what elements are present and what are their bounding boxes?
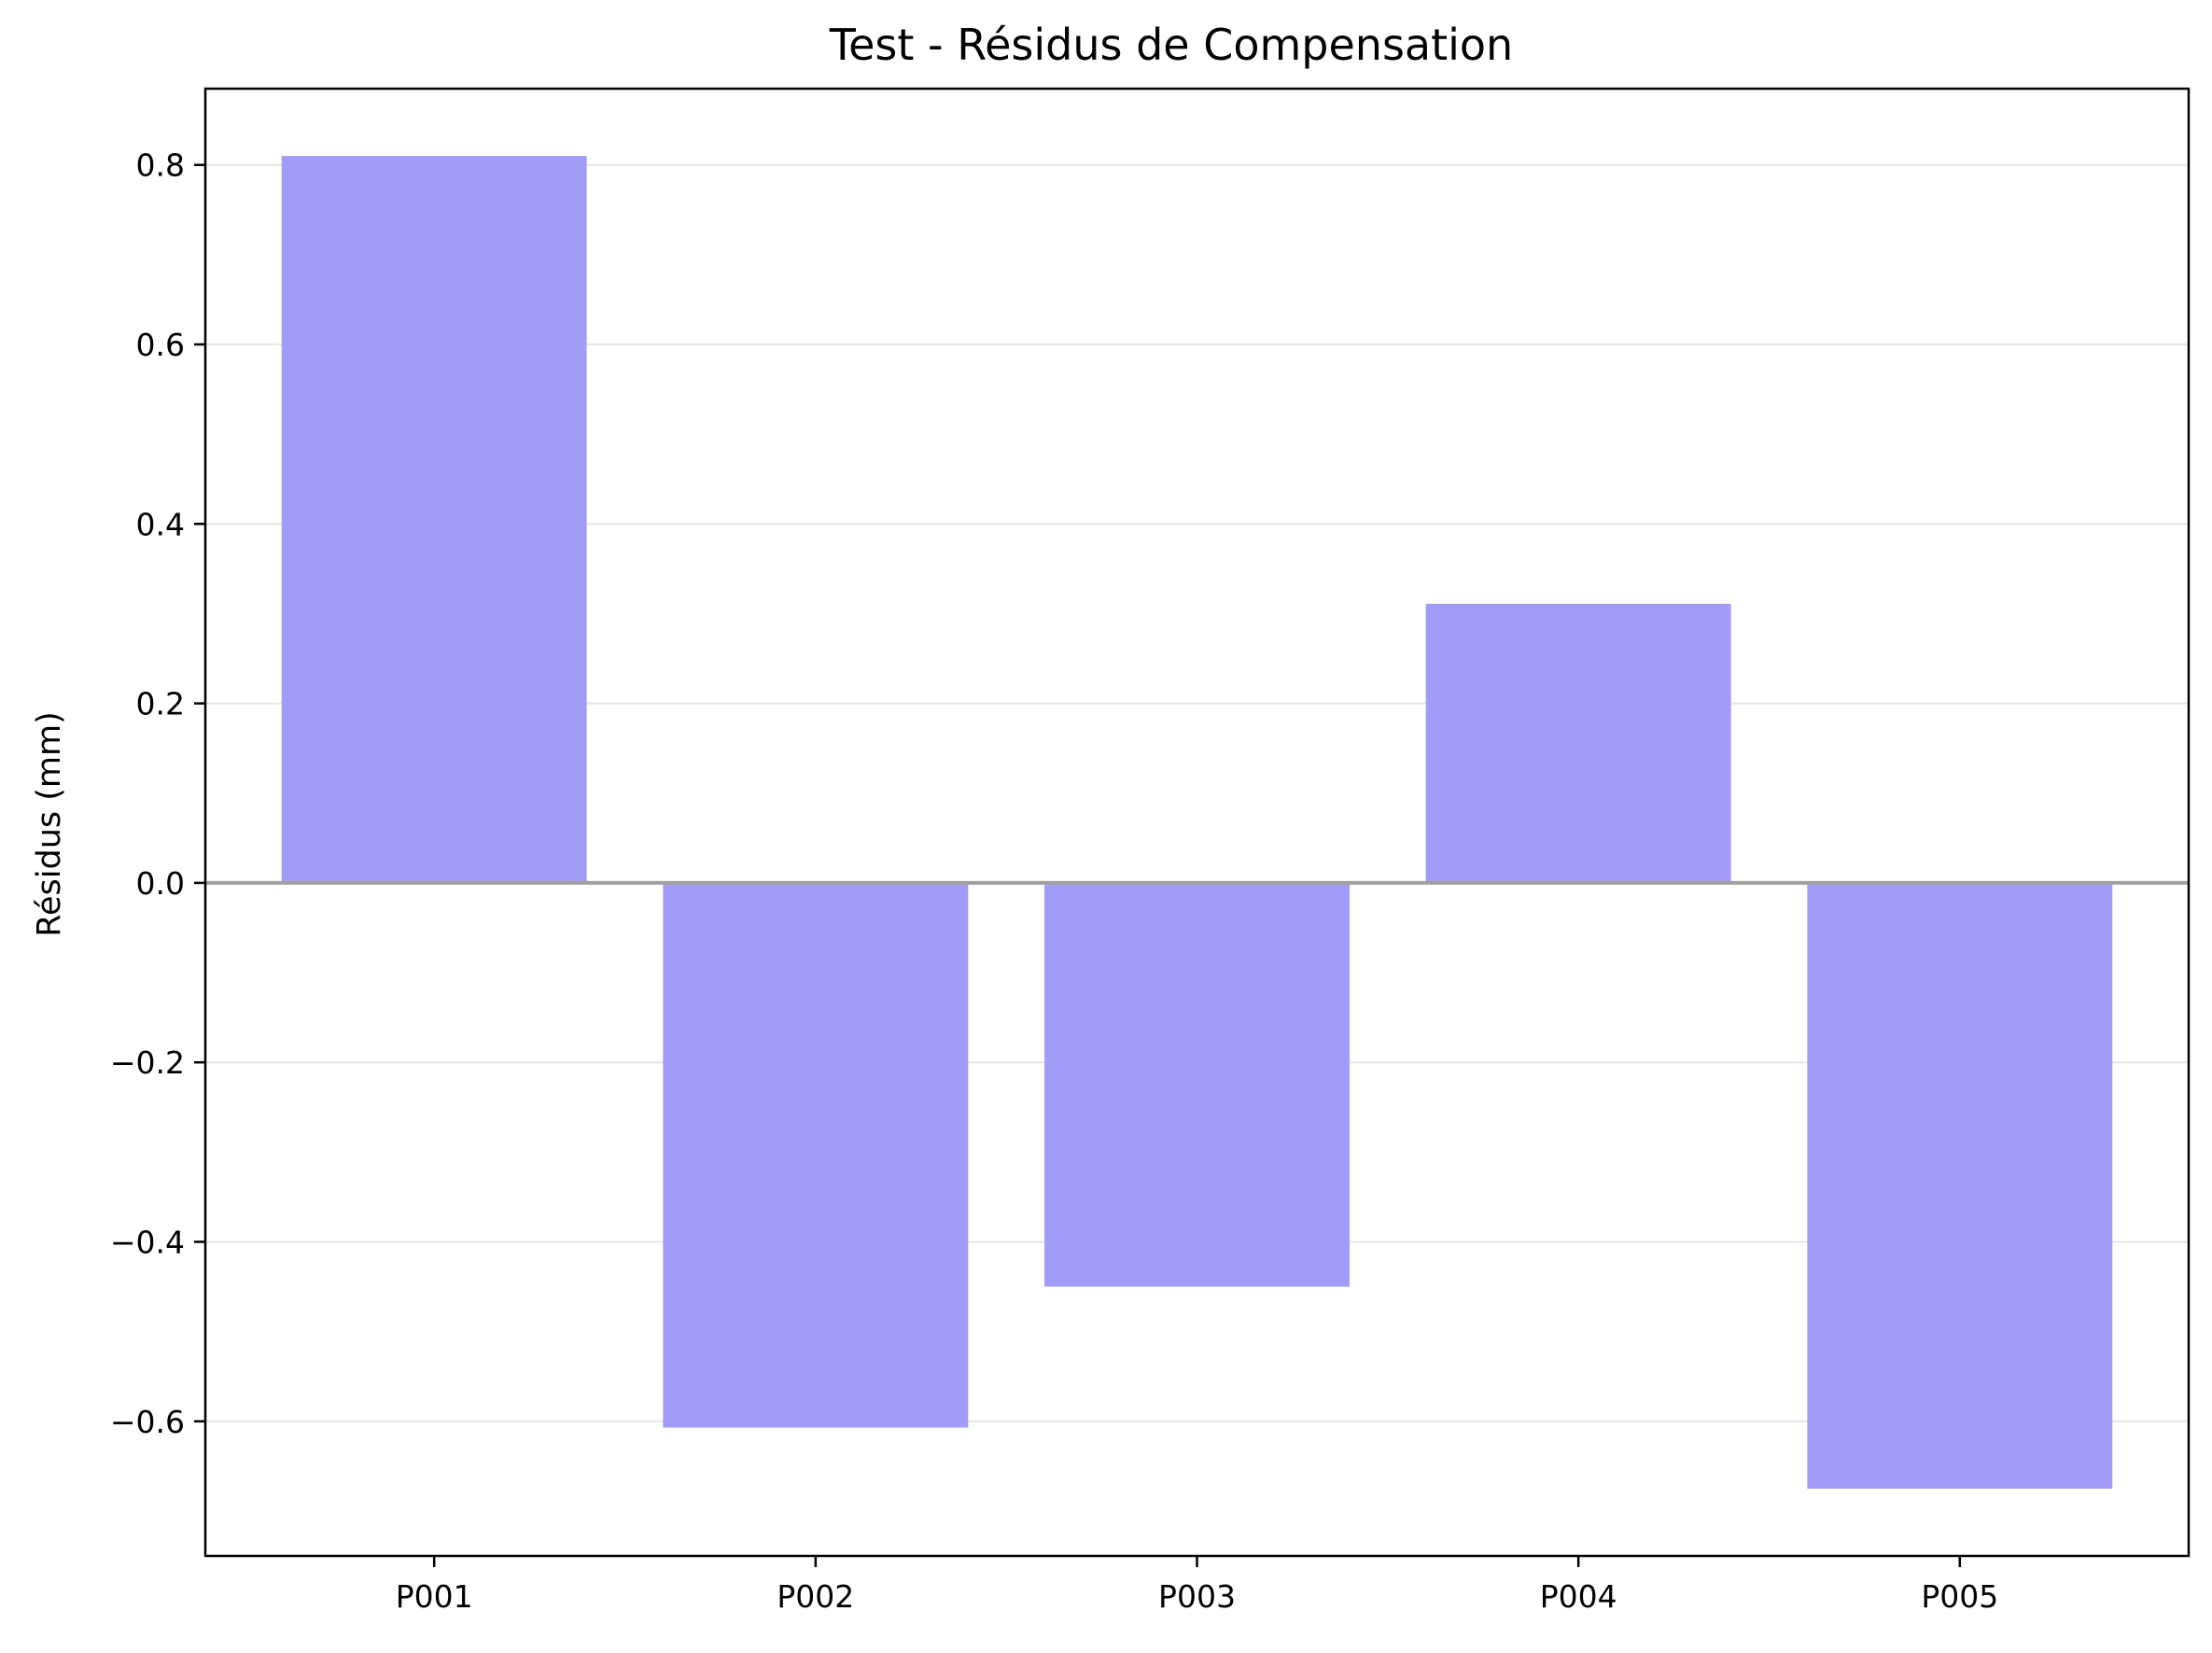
y-tick-label: 0.6 <box>136 327 185 363</box>
y-tick-label: 0.4 <box>136 506 185 542</box>
bar-p003 <box>1044 882 1350 1287</box>
y-tick-label: −0.4 <box>110 1224 185 1260</box>
y-tick-label: 0.2 <box>136 686 185 722</box>
bar-p001 <box>281 156 587 883</box>
x-tick-label: P003 <box>1158 1578 1236 1615</box>
x-tick-label: P001 <box>396 1578 473 1615</box>
bar-p002 <box>663 882 969 1428</box>
y-ticks: −0.6 −0.4 −0.2 0.0 0.2 0.4 0.6 0.8 <box>110 147 205 1440</box>
y-tick-label: 0.8 <box>136 147 185 184</box>
y-tick-label: 0.0 <box>136 865 185 902</box>
y-tick-label: −0.2 <box>110 1044 185 1081</box>
bars <box>281 156 2113 1489</box>
y-tick-label: −0.6 <box>110 1404 185 1440</box>
chart-title: Test - Résidus de Compensation <box>829 20 1513 70</box>
x-tick-label: P005 <box>1921 1578 1998 1615</box>
bar-p004 <box>1425 603 1731 883</box>
y-axis-label: Résidus (mm) <box>31 711 68 937</box>
x-tick-label: P004 <box>1540 1578 1617 1615</box>
x-ticks: P001 P002 P003 P004 P005 <box>396 1556 1998 1615</box>
bar-p005 <box>1807 882 2113 1489</box>
x-tick-label: P002 <box>777 1578 854 1615</box>
